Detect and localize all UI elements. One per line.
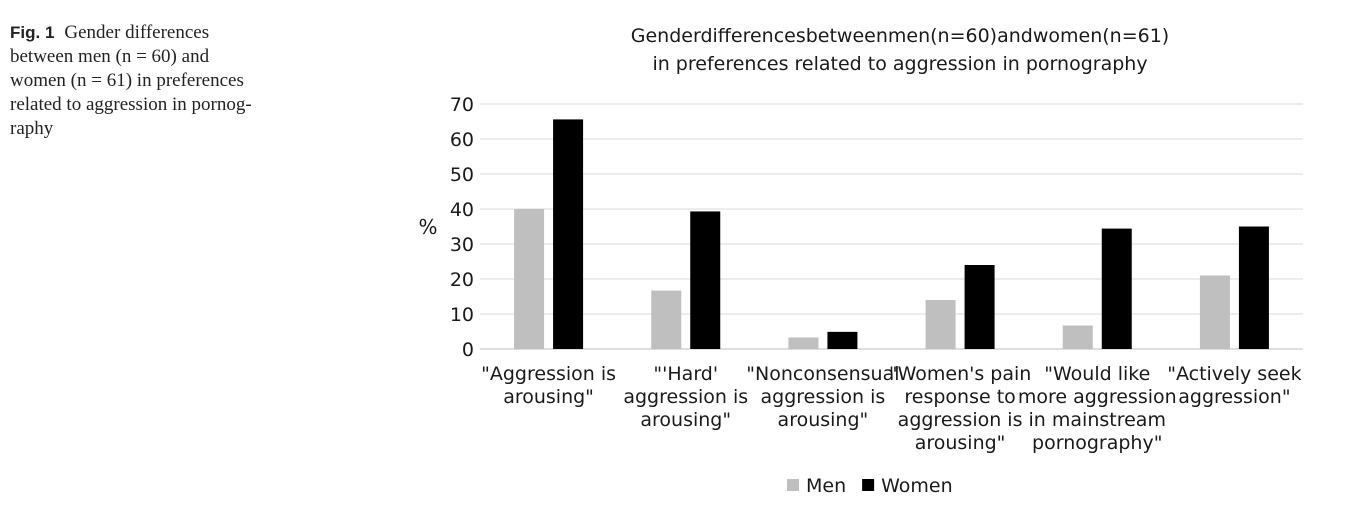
chart-title-line: in preferences related to aggression in … [652,53,1147,75]
y-tick-label: 50 [450,164,474,186]
gridlines [480,103,1303,350]
bar-women [553,119,584,350]
legend-swatch-men [787,479,799,491]
legend-label-men: Men [806,475,846,497]
y-axis-label: % [418,215,437,239]
bar-women [690,211,721,349]
y-tick-label: 70 [450,94,474,116]
y-tick-label: 20 [450,269,474,291]
bar-women [827,331,858,349]
x-category-label: "Women's pain response to aggression is aro… [889,363,1031,454]
figure-label: Fig. 1 [10,23,55,42]
bar-women [1101,228,1132,349]
bar-men [1062,325,1093,349]
x-category-label: "Aggression is arousing" [481,363,616,408]
y-tick-label: 30 [450,234,474,256]
bar-men [925,300,956,349]
x-category-label: "'Hard' aggression is arousing" [623,363,748,431]
bar-men [1199,275,1230,349]
bars [514,119,1269,350]
y-tick-label: 10 [450,304,474,326]
bar-women [964,265,995,349]
bar-men [651,290,682,349]
y-tick-label: 0 [462,339,474,361]
bar-men [514,209,545,349]
legend: Men Women [787,475,953,497]
figure-caption: Fig. 1 Gender differences between men (n … [10,21,310,141]
x-category-label: "Nonconsensual aggression is arousing" [746,363,899,431]
x-category-label: "Actively seek aggression" [1167,363,1301,408]
legend-label-women: Women [881,475,953,497]
bar-men [788,337,819,349]
y-tick-label: 60 [450,129,474,151]
chart-title: Genderdifferencesbetweenmen(n=60)andwome… [631,25,1169,75]
x-category-label: "Would like more aggression in mainstream p… [1018,363,1177,454]
y-axis-ticks: 0 10 20 30 40 50 60 70% [418,94,474,361]
legend-swatch-women [862,479,875,491]
y-tick-label: 40 [450,199,474,221]
bar-women [1238,226,1269,349]
figure-caption-text: Gender differences between men (n = 60) … [10,22,252,139]
chart-title-line: Genderdifferencesbetweenmen(n=60)andwome… [631,25,1169,47]
x-axis-labels: "Aggression is arousing""'Hard' aggression… [481,363,1301,454]
